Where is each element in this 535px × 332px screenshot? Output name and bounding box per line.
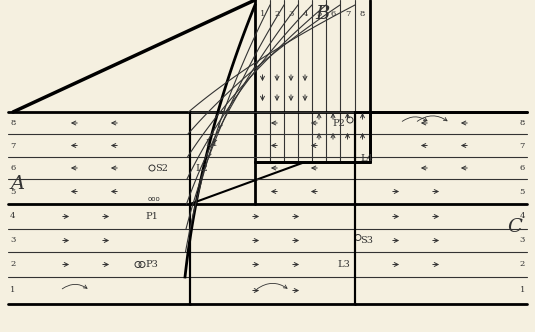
Text: L4: L4: [360, 153, 373, 162]
Text: L1: L1: [205, 139, 218, 148]
Text: 8: 8: [360, 10, 365, 18]
Text: P1: P1: [145, 212, 158, 221]
Text: 7: 7: [519, 141, 525, 149]
Text: 8: 8: [519, 119, 525, 127]
Text: 6: 6: [10, 164, 16, 172]
Text: 1: 1: [260, 10, 265, 18]
Text: 3: 3: [519, 236, 525, 244]
Text: 2: 2: [10, 261, 16, 269]
Text: 1: 1: [10, 287, 16, 294]
Text: 8: 8: [10, 119, 16, 127]
Text: 4: 4: [302, 10, 308, 18]
Text: S2: S2: [155, 163, 168, 173]
Text: P3: P3: [145, 260, 158, 269]
Text: 5: 5: [316, 10, 322, 18]
Text: A: A: [10, 175, 24, 193]
Text: 2: 2: [274, 10, 280, 18]
Text: C: C: [507, 217, 522, 235]
Text: 3: 3: [288, 10, 294, 18]
Text: ooo: ooo: [148, 196, 160, 202]
Text: 2: 2: [519, 261, 525, 269]
Text: B: B: [315, 5, 330, 23]
Text: 7: 7: [10, 141, 16, 149]
Text: L3: L3: [337, 260, 350, 269]
Text: 4: 4: [10, 212, 16, 220]
Text: 7: 7: [345, 10, 350, 18]
Text: 5: 5: [10, 188, 16, 196]
Text: 1: 1: [519, 287, 525, 294]
Text: P2: P2: [332, 119, 345, 127]
Text: 5: 5: [519, 188, 525, 196]
Text: 6: 6: [519, 164, 525, 172]
Text: L2: L2: [195, 163, 208, 173]
Text: 4: 4: [519, 212, 525, 220]
Text: 6: 6: [331, 10, 335, 18]
Text: 3: 3: [10, 236, 16, 244]
Text: S3: S3: [360, 236, 373, 245]
